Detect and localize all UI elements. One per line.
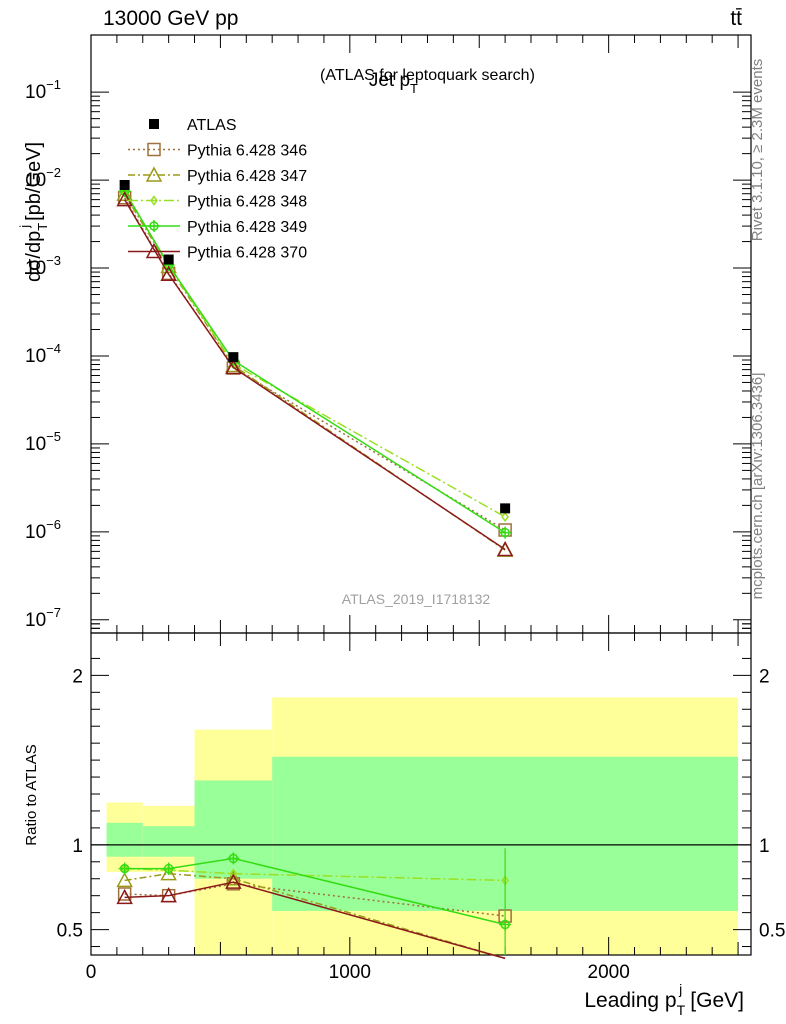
ratio-series-point-1 (160, 865, 177, 881)
main-series-point-2 (501, 511, 510, 523)
legend-label-1: Pythia 6.428 347 (187, 168, 307, 185)
process-label: tt̄ (730, 7, 742, 30)
data-point (500, 503, 511, 514)
plot-title-sub: T (410, 81, 418, 96)
main-ytick-label: 10−1 (25, 77, 61, 103)
main-series-point-4 (225, 358, 242, 375)
ratio-series-point-4 (160, 887, 177, 903)
main-series-layer (116, 179, 514, 557)
ratio-series-line-2 (124, 867, 506, 882)
ratio-series-point-1 (225, 870, 242, 886)
ratio-series-point-0 (117, 887, 132, 901)
legend-marker-4 (145, 242, 163, 259)
legend-marker-1 (145, 166, 163, 182)
xlabel-text: Leading p (584, 989, 676, 1012)
ratio-series-line-1 (124, 872, 506, 960)
ratio-ytick-label-right: 1 (759, 836, 770, 857)
plot-title-main: Jet p (369, 70, 410, 91)
main-series-point-4 (496, 540, 514, 557)
ratio-series-point-3 (227, 852, 240, 865)
xtick-label: 1000 (329, 962, 371, 983)
data-point (228, 352, 239, 363)
legend-label-4: Pythia 6.428 370 (187, 245, 307, 262)
ratio-series-point-1 (116, 871, 133, 888)
ratio-series-line-4 (124, 881, 506, 960)
legend-label-0: Pythia 6.428 346 (187, 143, 307, 160)
plot-title-parenthetical: (ATLAS for leptoquark search) (320, 67, 535, 84)
main-ylabel-text: dσ/dp (23, 231, 45, 282)
ratio-axis-ticks: 0 1000 2000 0.5 0.5 1 1 2 2 (57, 633, 785, 983)
xtick-label: 0 (86, 962, 97, 983)
ratio-series-layer (116, 848, 512, 960)
ratio-band-layer (106, 697, 739, 955)
main-ytick-label: 10−7 (25, 605, 61, 631)
rivet-label: Rivet 3.1.10, ≥ 2.3M events (749, 59, 766, 242)
legend-marker-3 (148, 220, 160, 232)
legend-label-3: Pythia 6.428 349 (187, 219, 307, 236)
legend-label-atlas: ATLAS (187, 117, 237, 134)
main-ytick-label: 10−5 (25, 429, 61, 455)
energy-label: 13000 GeV pp (103, 7, 238, 30)
legend-label-2: Pythia 6.428 348 (187, 194, 307, 211)
main-ytick-label: 10−2 (25, 165, 61, 191)
ratio-ylabel: Ratio to ATLAS (23, 744, 40, 845)
main-series-point-4 (160, 265, 177, 282)
ratio-series-line-3 (124, 857, 506, 926)
main-series-line-3 (124, 190, 506, 534)
ratio-band-green-1 (142, 826, 195, 857)
main-ylabel-sub: T (35, 223, 50, 231)
ratio-ytick-label: 0.5 (57, 921, 83, 942)
ratio-series-point-3 (162, 862, 175, 875)
main-series-point-1 (225, 356, 242, 373)
ratio-ytick-label-right: 2 (759, 666, 770, 687)
legend: ATLAS Pythia 6.428 346 Pythia 6.428 347 Pyt… (128, 117, 307, 262)
xlabel-sup: j (678, 981, 682, 997)
main-ytick-label: 10−4 (25, 341, 61, 367)
xlabel-unit: [GeV] (690, 989, 744, 1012)
legend-marker-0 (147, 142, 161, 157)
main-series-line-0 (123, 197, 506, 531)
ratio-ytick-label: 1 (72, 836, 83, 857)
mcplots-label: mcplots.cern.ch [arXiv:1306.3436] (749, 373, 766, 600)
ratio-series-point-4 (225, 873, 242, 889)
main-axis-ticks: 10−1 10−2 10−3 10−4 10−5 10−6 10−7 (25, 35, 751, 633)
ratio-ytick-label: 2 (72, 666, 83, 687)
main-ytick-label: 10−6 (25, 517, 61, 543)
main-series-line-4 (124, 199, 506, 551)
xlabel: Leading pTj [GeV] (584, 981, 744, 1018)
analysis-watermark: ATLAS_2019_I1718132 (342, 591, 491, 607)
main-series-line-2 (124, 190, 506, 518)
xtick-label: 2000 (588, 962, 630, 983)
plot-title: Jet pT (369, 70, 418, 96)
ratio-ytick-label-right: 0.5 (759, 921, 785, 942)
ratio-series-line-0 (124, 883, 506, 917)
data-point (119, 179, 130, 190)
ratio-band-green-0 (106, 822, 143, 857)
legend-marker-atlas (149, 119, 159, 129)
main-ylabel: dσ/dpTj [pb/GeV] (17, 142, 50, 282)
main-ylabel-sup: j (17, 225, 32, 229)
main-series-point-4 (116, 191, 133, 207)
main-ylabel-unit: [pb/GeV] (23, 142, 45, 221)
main-series-point-3 (499, 526, 512, 539)
ratio-series-point-2 (229, 868, 238, 879)
ratio-series-point-4 (116, 888, 133, 905)
main-ytick-label: 10−3 (25, 253, 61, 279)
xlabel-sub: T (677, 1002, 686, 1018)
data-point (163, 254, 174, 265)
legend-marker-2 (150, 195, 158, 206)
ratio-series-point-3 (118, 862, 131, 875)
